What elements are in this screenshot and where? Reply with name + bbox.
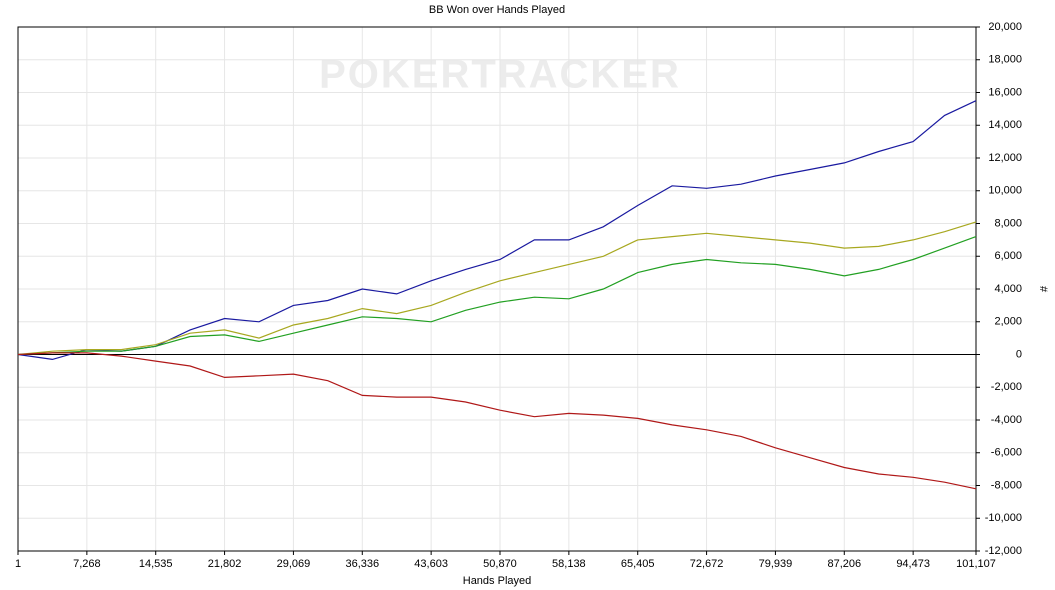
x-tick-label: 1: [15, 558, 21, 570]
y-tick-label: 6,000: [994, 250, 1022, 262]
x-tick-label: 7,268: [73, 558, 101, 570]
x-tick-label: 50,870: [483, 558, 517, 570]
y-tick-label: 12,000: [988, 152, 1022, 164]
y-tick-label: 18,000: [988, 54, 1022, 66]
y-tick-label: 20,000: [988, 21, 1022, 33]
x-tick-label: 72,672: [690, 558, 724, 570]
x-tick-label: 29,069: [277, 558, 311, 570]
y-tick-label: -10,000: [985, 512, 1022, 524]
y-axis-label: #: [1037, 286, 1049, 293]
x-tick-label: 65,405: [621, 558, 655, 570]
x-tick-label: 43,603: [414, 558, 448, 570]
y-tick-label: 8,000: [994, 217, 1022, 229]
series-line: [17, 236, 977, 356]
y-tick-label: 4,000: [994, 283, 1022, 295]
y-tick-label: 10,000: [988, 185, 1022, 197]
x-tick-label: 36,336: [345, 558, 379, 570]
y-tick-label: 0: [1016, 348, 1022, 360]
x-tick-label: 14,535: [139, 558, 173, 570]
x-tick-label: 87,206: [827, 558, 861, 570]
x-tick-label: 58,138: [552, 558, 586, 570]
plot-frame: [17, 26, 977, 552]
series-line: [17, 352, 977, 490]
x-tick-label: 101,107: [956, 558, 996, 570]
series-line: [17, 221, 977, 356]
y-tick-label: -8,000: [991, 479, 1022, 491]
y-tick-label: 2,000: [994, 316, 1022, 328]
y-tick-label: -4,000: [991, 414, 1022, 426]
chart-title: BB Won over Hands Played: [429, 4, 565, 16]
y-tick-label: 16,000: [988, 86, 1022, 98]
y-tick-label: -12,000: [985, 545, 1022, 557]
x-tick-label: 79,939: [759, 558, 793, 570]
y-tick-label: 14,000: [988, 119, 1022, 131]
x-axis-label: Hands Played: [463, 575, 532, 587]
y-tick-label: -2,000: [991, 381, 1022, 393]
x-tick-label: 21,802: [208, 558, 242, 570]
series-line: [17, 100, 977, 361]
x-tick-label: 94,473: [896, 558, 930, 570]
y-tick-label: -6,000: [991, 447, 1022, 459]
